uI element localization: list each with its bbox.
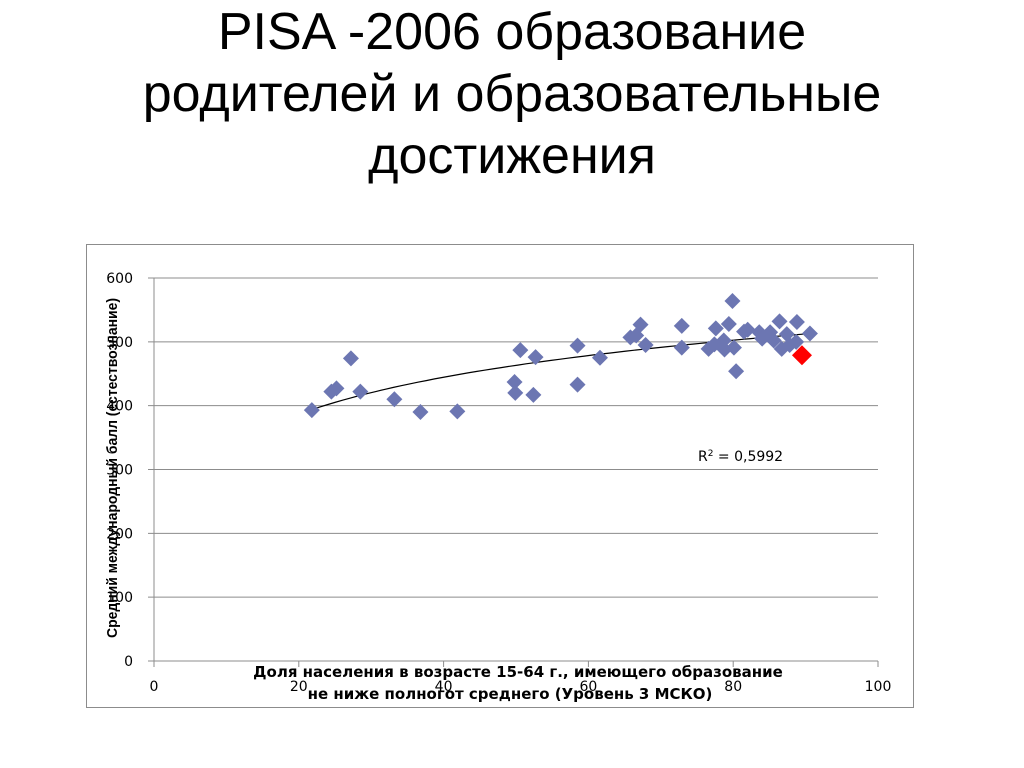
slide-title: PISA -2006 образование родителей и образ…: [40, 0, 984, 187]
x-tick-label-2: 40: [435, 679, 453, 695]
r2-value: = 0,5992: [713, 449, 783, 465]
x-tick-labels: 0 20 40 60 80 100: [150, 661, 892, 695]
x-axis-label-line-2: не ниже полногот среднего (Уровень 3 МСК…: [308, 685, 713, 703]
data-point-42: [788, 333, 805, 350]
data-point-15: [591, 349, 608, 366]
data-point-24: [707, 320, 724, 337]
title-line-1: PISA -2006 образование: [217, 3, 807, 61]
data-point-12: [527, 349, 544, 366]
highlight-layer: [791, 345, 812, 366]
data-point-20: [673, 317, 690, 334]
y-axis-label: Средний международный балл (естествознан…: [104, 298, 121, 638]
data-point-37: [771, 313, 788, 330]
data-point-6: [412, 404, 429, 421]
data-point-43: [801, 325, 818, 342]
data-point-3: [342, 350, 359, 367]
axis-layer: [153, 278, 878, 662]
r2-prefix: R: [698, 449, 708, 465]
data-point-21: [673, 339, 690, 356]
data-point-25: [715, 332, 732, 349]
title-line-2: родителей и образовательные: [142, 65, 882, 123]
data-point-36: [765, 332, 782, 349]
x-tick-label-0: 0: [150, 679, 159, 695]
data-point-41: [788, 314, 805, 331]
data-point-5: [386, 391, 403, 408]
data-point-8: [506, 374, 523, 391]
y-tick-label-6: 600: [106, 271, 133, 287]
highlight-point: [791, 345, 812, 366]
data-point-2: [328, 380, 345, 397]
data-point-32: [739, 321, 756, 338]
data-point-7: [449, 403, 466, 420]
y-tick-label-3: 300: [106, 463, 133, 479]
y-tick-label-5: 500: [106, 335, 133, 351]
data-point-28: [725, 339, 742, 356]
data-point-13: [569, 376, 586, 393]
x-tick-label-5: 100: [865, 679, 892, 695]
y-tick-labels: 0 100 200 300 400 500 600: [106, 271, 133, 670]
data-point-9: [507, 384, 524, 401]
data-point-30: [728, 363, 745, 380]
data-point-18: [632, 316, 649, 333]
data-point-19: [637, 337, 654, 354]
data-point-11: [525, 386, 542, 403]
y-tick-label-0: 0: [124, 654, 133, 670]
x-tick-label-1: 20: [290, 679, 308, 695]
x-tick-label-3: 60: [579, 679, 597, 695]
title-line-3: достижения: [368, 127, 656, 185]
x-tick-label-4: 80: [724, 679, 742, 695]
y-tick-label-4: 400: [106, 399, 133, 415]
x-axis-label-line-1: Доля населения в возрасте 15-64 г., имею…: [253, 663, 783, 681]
r-squared-label: R2 = 0,5992: [698, 449, 783, 465]
data-point-29: [724, 292, 741, 309]
data-point-4: [352, 383, 369, 400]
data-point-14: [569, 337, 586, 354]
data-point-27: [720, 315, 737, 332]
data-point-10: [512, 342, 529, 359]
r2-exponent: 2: [708, 449, 714, 459]
y-tick-label-2: 200: [106, 526, 133, 542]
y-tick-label-1: 100: [106, 590, 133, 606]
data-point-0: [303, 402, 320, 419]
point-layer: [303, 292, 818, 421]
